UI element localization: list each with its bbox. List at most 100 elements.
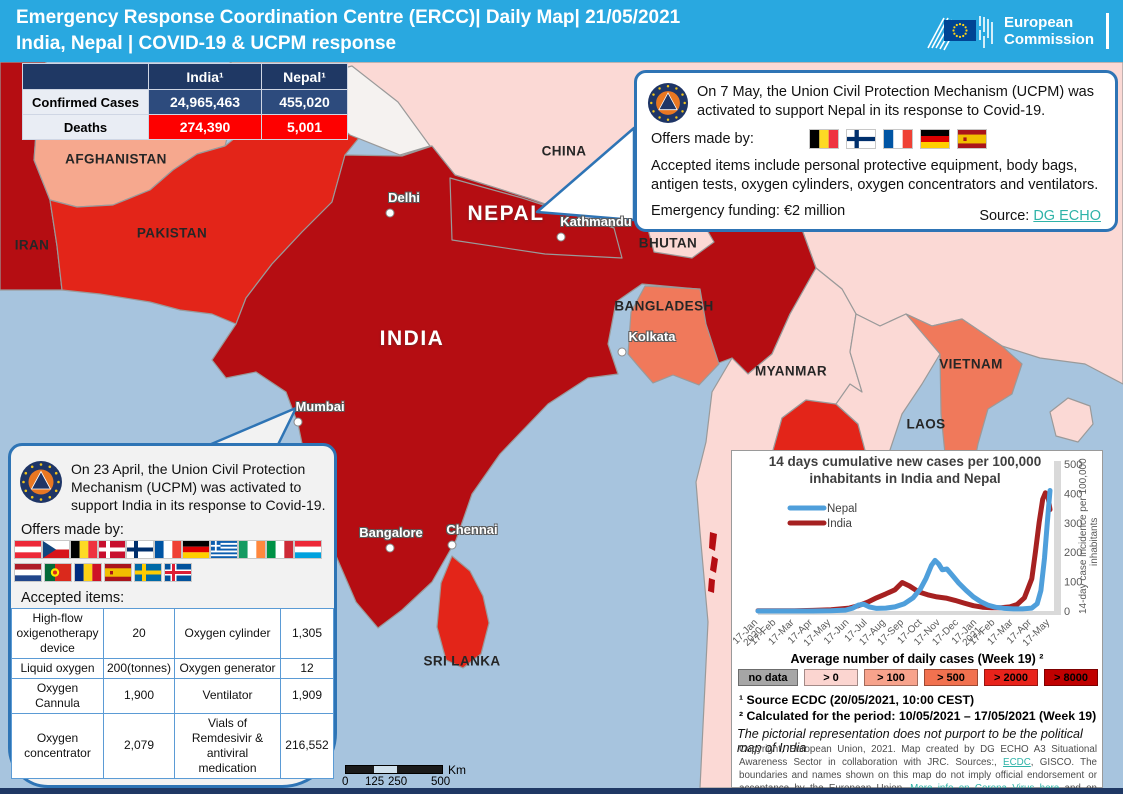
confirmed-cases-nepal: 455,020 [262,90,347,114]
table-row: Confirmed Cases 24,965,463 455,020 [23,90,347,114]
y-tick-label: 0 [1064,606,1070,618]
flag-france-icon [882,128,913,149]
dg-echo-link[interactable]: DG ECHO [1033,208,1101,224]
ucpm-logo-icon [20,461,62,503]
y-tick-label: 500 [1064,459,1082,471]
table-row: Liquid oxygen 200(tonnes) Oxygen generator… [11,657,335,679]
flag-belgium-icon [808,128,839,149]
y-tick-label: 200 [1064,547,1082,559]
items-table-cell: Ventilator [174,677,281,714]
map-region-andaman-3 [708,578,715,593]
flag-iceland-icon [164,562,192,582]
items-table-cell: Oxygen cylinder [174,607,281,659]
european-commission-logo: European Commission [924,8,1109,54]
series-line-nepal [755,488,1053,614]
y-axis-bar [1054,461,1061,615]
scale-tick: 125 [365,776,385,788]
items-table-cell: Liquid oxygen [11,657,104,679]
items-table-cell: 20 [102,607,176,659]
political-map-disclaimer: The pictorial representation does not pu… [737,727,1083,755]
items-table-cell: Oxygen concentrator [11,712,104,779]
footnote-source: ¹ Source ECDC (20/05/2021, 10:00 CEST) [739,693,975,707]
scale-tick: 250 [388,776,408,788]
items-table-cell: Oxygen Cannula [11,677,104,714]
chart-footer-panel: 0 100 200 300 400 500 14-day case incidence pe… [731,450,1103,794]
flag-denmark-icon [98,539,126,559]
map-region-andaman-1 [709,532,717,551]
page-title: Emergency Response Coordination Centre (… [16,7,681,28]
header-bar: Emergency Response Coordination Centre (… [0,0,1123,62]
india-ucpm-callout: On 23 April, the Union Civil Protection … [8,443,337,794]
items-table-cell: 1,305 [279,607,335,659]
map-legend-title: Average number of daily cases (Week 19) … [790,652,1044,666]
items-table-cell: 2,079 [102,712,176,779]
flag-spain-icon [956,128,987,149]
page-subtitle: India, Nepal | COVID-19 & UCPM response [16,33,397,54]
confirmed-cases-india: 24,965,463 [149,90,261,114]
table-row: High-flow oxigenotherapy device 20 Oxygen … [11,607,335,659]
nepal-accepted-text: Accepted items include personal protecti… [651,157,1099,193]
bottom-navy-strip [0,788,1123,794]
flag-austria-icon [14,539,42,559]
scale-tick: 0 [342,776,349,788]
flag-portugal-icon [44,562,72,582]
confirmed-cases-label: Confirmed Cases [23,90,148,114]
flag-germany-icon [182,539,210,559]
flag-romania-icon [74,562,102,582]
flag-spain-icon [104,562,132,582]
items-table-cell: High-flow oxigenotherapy device [11,607,104,659]
y-tick-label: 400 [1064,488,1082,500]
deaths-india: 274,390 [149,115,261,139]
india-offer-flags-row1 [14,539,322,559]
stats-corner-cell [23,64,148,89]
legend-swatch: > 500 [924,669,978,686]
stats-col-india: India¹ [149,64,261,89]
items-table-cell: 1,900 [102,677,176,714]
ecdc-link[interactable]: ECDC [1003,756,1031,768]
nepal-ucpm-callout: On 7 May, the Union Civil Protection Mec… [634,70,1118,232]
scale-tick: 500 [431,776,451,788]
table-row: Oxygen Cannula 1,900 Ventilator 1,909 [11,677,335,714]
ec-logo-divider [1106,13,1109,49]
map-region-nepal [449,177,623,259]
y-tick-label: 100 [1064,577,1082,589]
india-callout-text: On 23 April, the Union Civil Protection … [71,461,326,514]
items-table-cell: 1,909 [279,677,335,714]
accepted-items-label: Accepted items: [21,589,125,606]
india-offer-flags-row2 [14,562,192,582]
flag-finland-icon [126,539,154,559]
deaths-nepal: 5,001 [262,115,347,139]
scale-unit: Km [448,763,466,777]
flag-belgium-icon [70,539,98,559]
nepal-offer-flags [808,128,987,149]
flag-greece-icon [210,539,238,559]
legend-label-india: India [827,518,853,530]
table-row: Deaths 274,390 5,001 [23,115,347,139]
flag-netherlands-icon [14,562,42,582]
y-tick-label: 300 [1064,518,1082,530]
legend-swatch: > 0 [804,669,858,686]
table-row: Oxygen concentrator 2,079 Vials of Remdesi… [11,712,335,779]
ec-building-flag-icon [927,16,993,51]
header-titles: Emergency Response Coordination Centre (… [16,5,680,57]
accepted-items-table: High-flow oxigenotherapy device 20 Oxygen … [11,607,335,779]
map-region-bangladesh [627,285,720,386]
stats-col-nepal: Nepal¹ [262,64,347,89]
copyright-text: Copyright, European Union, 2021. Map cre… [739,744,1097,794]
copyright-pre: Copyright, European Union, 2021. Map cre… [739,744,1097,768]
legend-swatch: no data [738,669,798,686]
cases-deaths-table: India¹ Nepal¹ Confirmed Cases 24,965,463… [22,63,348,140]
legend-swatch: > 100 [864,669,918,686]
flag-germany-icon [919,128,950,149]
nepal-source: Source: DG ECHO [979,208,1101,224]
items-table-cell: 200(tonnes) [102,657,176,679]
flag-czechia-icon [42,539,70,559]
items-table-cell: 216,552 [279,712,335,779]
map-region-vietnam [905,313,1023,525]
items-table-cell: Vials of Remdesivir & antiviral medicati… [174,712,281,779]
nepal-callout-text: On 7 May, the Union Civil Protection Mec… [697,84,1094,119]
map-region-sri-lanka [436,555,490,669]
ec-logo-text: European Commission [1003,14,1094,48]
